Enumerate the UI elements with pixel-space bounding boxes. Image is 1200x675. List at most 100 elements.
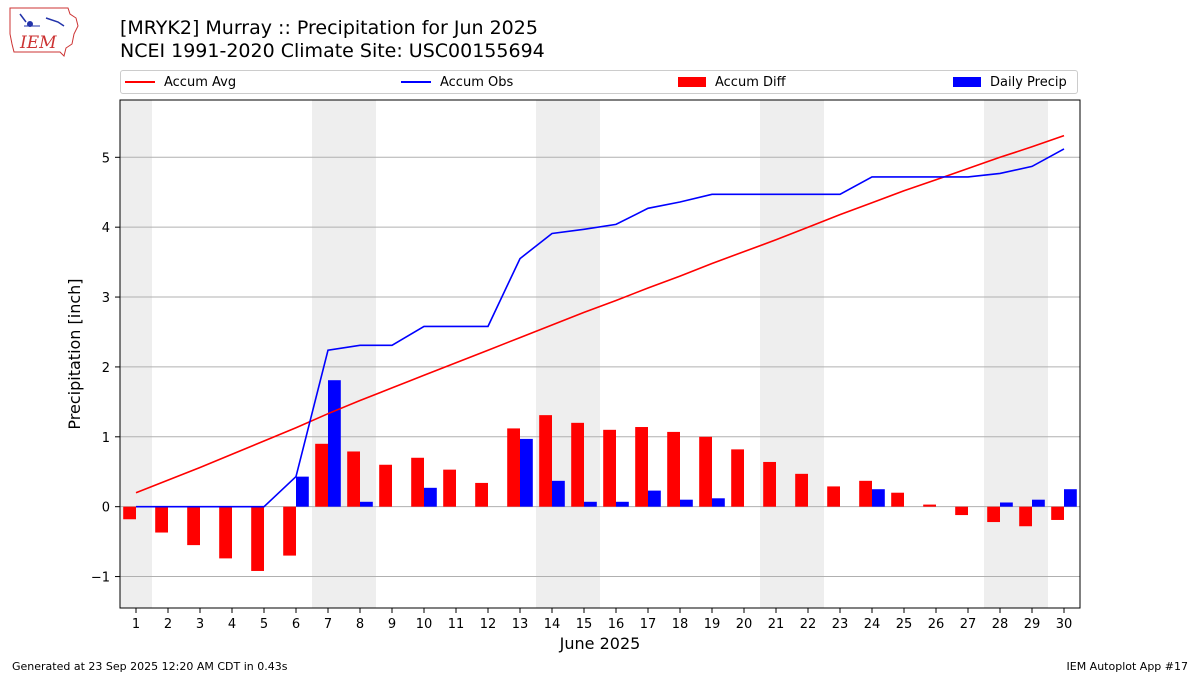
daily-precip-bar: [648, 490, 661, 507]
daily-precip-bar: [296, 476, 309, 507]
accum-diff-bar: [955, 506, 968, 516]
accum-diff-bar: [699, 436, 712, 507]
x-axis-label: June 2025: [559, 634, 641, 653]
x-tick-label: 3: [196, 617, 204, 632]
legend-item-accum-diff: Accum Diff: [678, 71, 786, 93]
x-tick-label: 13: [512, 617, 529, 632]
x-tick-label: 10: [416, 617, 433, 632]
legend-line-blue: [401, 81, 431, 83]
accum-diff-bar: [795, 473, 808, 507]
legend-patch-red: [678, 77, 706, 87]
accum-diff-bar: [763, 461, 776, 507]
x-tick-label: 7: [324, 617, 332, 632]
daily-precip-bar: [424, 487, 437, 507]
accum-diff-bar: [827, 486, 840, 507]
accum-diff-bar: [219, 506, 232, 559]
weekend-band: [312, 100, 344, 608]
x-tick-label: 29: [1024, 617, 1041, 632]
x-tick-label: 11: [448, 617, 465, 632]
daily-precip-bar: [328, 380, 341, 507]
accum-diff-bar: [507, 428, 520, 507]
accum-diff-bar: [475, 482, 488, 507]
x-tick-label: 17: [640, 617, 657, 632]
accum-diff-bar: [347, 451, 360, 507]
accum-diff-bar: [635, 427, 648, 507]
gridlines: [120, 156, 1080, 578]
footer-generated-text: Generated at 23 Sep 2025 12:20 AM CDT in…: [12, 660, 288, 673]
accum-diff-bar: [155, 506, 168, 533]
y-tick-label: 2: [102, 361, 110, 376]
x-tick-label: 21: [768, 617, 785, 632]
legend-label: Accum Diff: [715, 74, 786, 90]
x-tick-label: 1: [132, 617, 140, 632]
chart-title: [MRYK2] Murray :: Precipitation for Jun …: [120, 17, 538, 39]
x-tick-label: 5: [260, 617, 268, 632]
accum-diff-bar: [123, 506, 136, 520]
weekend-band: [568, 100, 600, 608]
lines: [135, 134, 1065, 508]
y-tick-label: 5: [102, 151, 110, 166]
bars: [123, 380, 1077, 571]
weekend-band: [344, 100, 376, 608]
legend-label: Accum Obs: [440, 74, 514, 90]
x-tick-label: 9: [388, 617, 396, 632]
weekend-shading: [120, 100, 1048, 608]
x-tick-label: 24: [864, 617, 881, 632]
accum-avg-line: [135, 134, 1065, 494]
accum-diff-bar: [859, 480, 872, 507]
x-tick-label: 16: [608, 617, 625, 632]
daily-precip-bar: [552, 480, 565, 507]
accum-obs-line: [136, 148, 1065, 508]
legend-patch-blue: [953, 77, 981, 87]
x-tick-label: 30: [1056, 617, 1073, 632]
weekend-band: [792, 100, 824, 608]
x-tick-label: 6: [292, 617, 300, 632]
accum-diff-bar: [379, 464, 392, 507]
legend-item-accum-avg: Accum Avg: [125, 71, 236, 93]
accum-diff-bar: [571, 422, 584, 507]
iem-logo: IEM: [9, 7, 79, 57]
y-tick-label: 4: [102, 221, 110, 236]
daily-precip-bar: [680, 499, 693, 507]
x-tick-label: 26: [928, 617, 945, 632]
chart-legend: Accum Avg Accum Obs Accum Diff Daily Pre…: [120, 70, 1078, 94]
daily-precip-bar: [1064, 489, 1077, 507]
accum-diff-bar: [667, 431, 680, 507]
legend-label: Accum Avg: [164, 74, 237, 90]
daily-precip-bar: [1032, 499, 1045, 507]
accum-diff-bar: [539, 415, 552, 507]
legend-item-accum-obs: Accum Obs: [401, 71, 513, 93]
accum-diff-bar: [411, 457, 424, 507]
x-tick-label: 19: [704, 617, 721, 632]
accum-diff-bar: [1051, 506, 1064, 520]
weekend-band: [536, 100, 568, 608]
daily-precip-bar: [712, 498, 725, 507]
accum-diff-bar: [315, 443, 328, 507]
logo-text: IEM: [19, 33, 57, 53]
x-tick-label: 8: [356, 617, 364, 632]
y-tick-label: 0: [102, 501, 110, 516]
chart-subtitle: NCEI 1991-2020 Climate Site: USC00155694: [120, 40, 545, 62]
x-tick-label: 15: [576, 617, 593, 632]
x-tick-label: 14: [544, 617, 561, 632]
y-axis-label: Precipitation [inch]: [65, 278, 84, 429]
x-tick-label: 22: [800, 617, 817, 632]
x-tick-label: 20: [736, 617, 753, 632]
daily-precip-bar: [872, 489, 885, 507]
x-tick-label: 4: [228, 617, 236, 632]
legend-item-daily-precip: Daily Precip: [953, 71, 1067, 93]
daily-precip-bar: [520, 438, 533, 507]
accum-diff-bar: [987, 506, 1000, 523]
footer-app-id: IEM Autoplot App #17: [1066, 660, 1189, 673]
y-tick-label: 1: [102, 431, 110, 446]
accum-diff-bar: [251, 506, 264, 571]
legend-line-red: [125, 81, 155, 83]
x-tick-label: 12: [480, 617, 497, 632]
daily-precip-bar: [584, 501, 597, 507]
accum-diff-bar: [603, 429, 616, 507]
weekend-band: [984, 100, 1016, 608]
accum-diff-bar: [1019, 506, 1032, 527]
y-tick-label: 3: [102, 291, 110, 306]
